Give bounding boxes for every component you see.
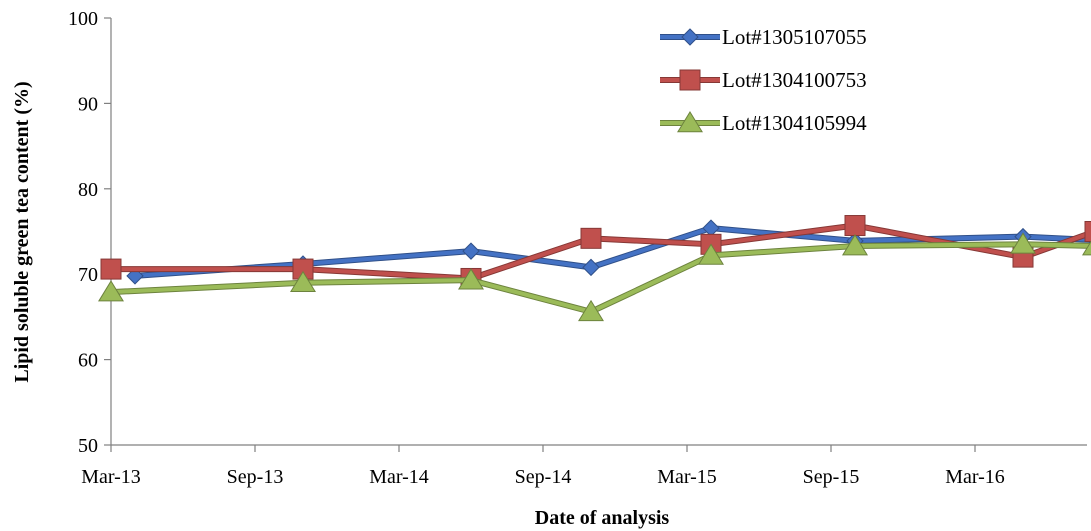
legend-marker: [681, 28, 699, 46]
data-point: [100, 258, 122, 280]
series-1: [100, 215, 1091, 289]
x-tick-label: Mar-15: [657, 466, 717, 488]
data-point: [582, 258, 600, 277]
series-layer: [98, 215, 1091, 322]
legend-marker: [679, 69, 701, 91]
data-point: [702, 219, 720, 237]
x-tick-label: Mar-13: [81, 466, 141, 488]
series-line: [110, 242, 1091, 314]
data-point: [844, 215, 866, 237]
data-point: [1010, 232, 1036, 254]
x-tick-label: Mar-16: [945, 466, 1005, 488]
y-tick-label: 50: [78, 435, 98, 457]
data-point: [290, 270, 316, 293]
legend-label: Lot#1304105994: [722, 111, 867, 135]
data-point: [1084, 221, 1091, 242]
series-line: [134, 226, 1091, 278]
chart-axes: 50 60 70 80 90 100 Mar-13 Sep-13 Mar-14 Sep-14 Mar…: [68, 8, 1087, 488]
x-tick-label: Sep-14: [515, 466, 572, 488]
legend-label: Lot#1304100753: [722, 68, 867, 92]
chart-legend: Lot#1305107055 Lot#1304100753 Lot#13041059…: [660, 25, 867, 135]
data-point: [580, 227, 602, 249]
y-tick-label: 90: [78, 93, 98, 115]
series-line-outline: [110, 241, 1091, 315]
data-point: [578, 299, 604, 322]
data-point: [98, 280, 124, 302]
series-line: [111, 223, 1091, 281]
legend-entry-1: Lot#1304100753: [660, 68, 867, 92]
data-point: [462, 242, 480, 260]
x-tick-label: Sep-15: [803, 466, 860, 488]
series-2: [98, 232, 1091, 322]
legend-entry-2: Lot#1304105994: [660, 111, 867, 135]
data-point: [698, 243, 724, 265]
series-0: [126, 219, 1091, 285]
data-point: [458, 268, 484, 290]
data-point: [1082, 240, 1091, 256]
legend-label: Lot#1305107055: [722, 25, 867, 49]
legend-marker: [677, 111, 703, 133]
y-tick-label: 60: [78, 350, 98, 372]
legend-entry-0: Lot#1305107055: [660, 25, 867, 49]
y-tick-label: 80: [78, 179, 98, 201]
y-tick-label: 70: [78, 264, 98, 286]
y-axis-title: Lipid soluble green tea content (%): [11, 81, 33, 382]
y-tick-label: 100: [68, 8, 98, 30]
x-tick-label: Mar-14: [369, 466, 429, 488]
x-axis-title: Date of analysis: [535, 507, 670, 529]
data-point: [842, 234, 868, 256]
x-tick-label: Sep-13: [227, 466, 284, 488]
